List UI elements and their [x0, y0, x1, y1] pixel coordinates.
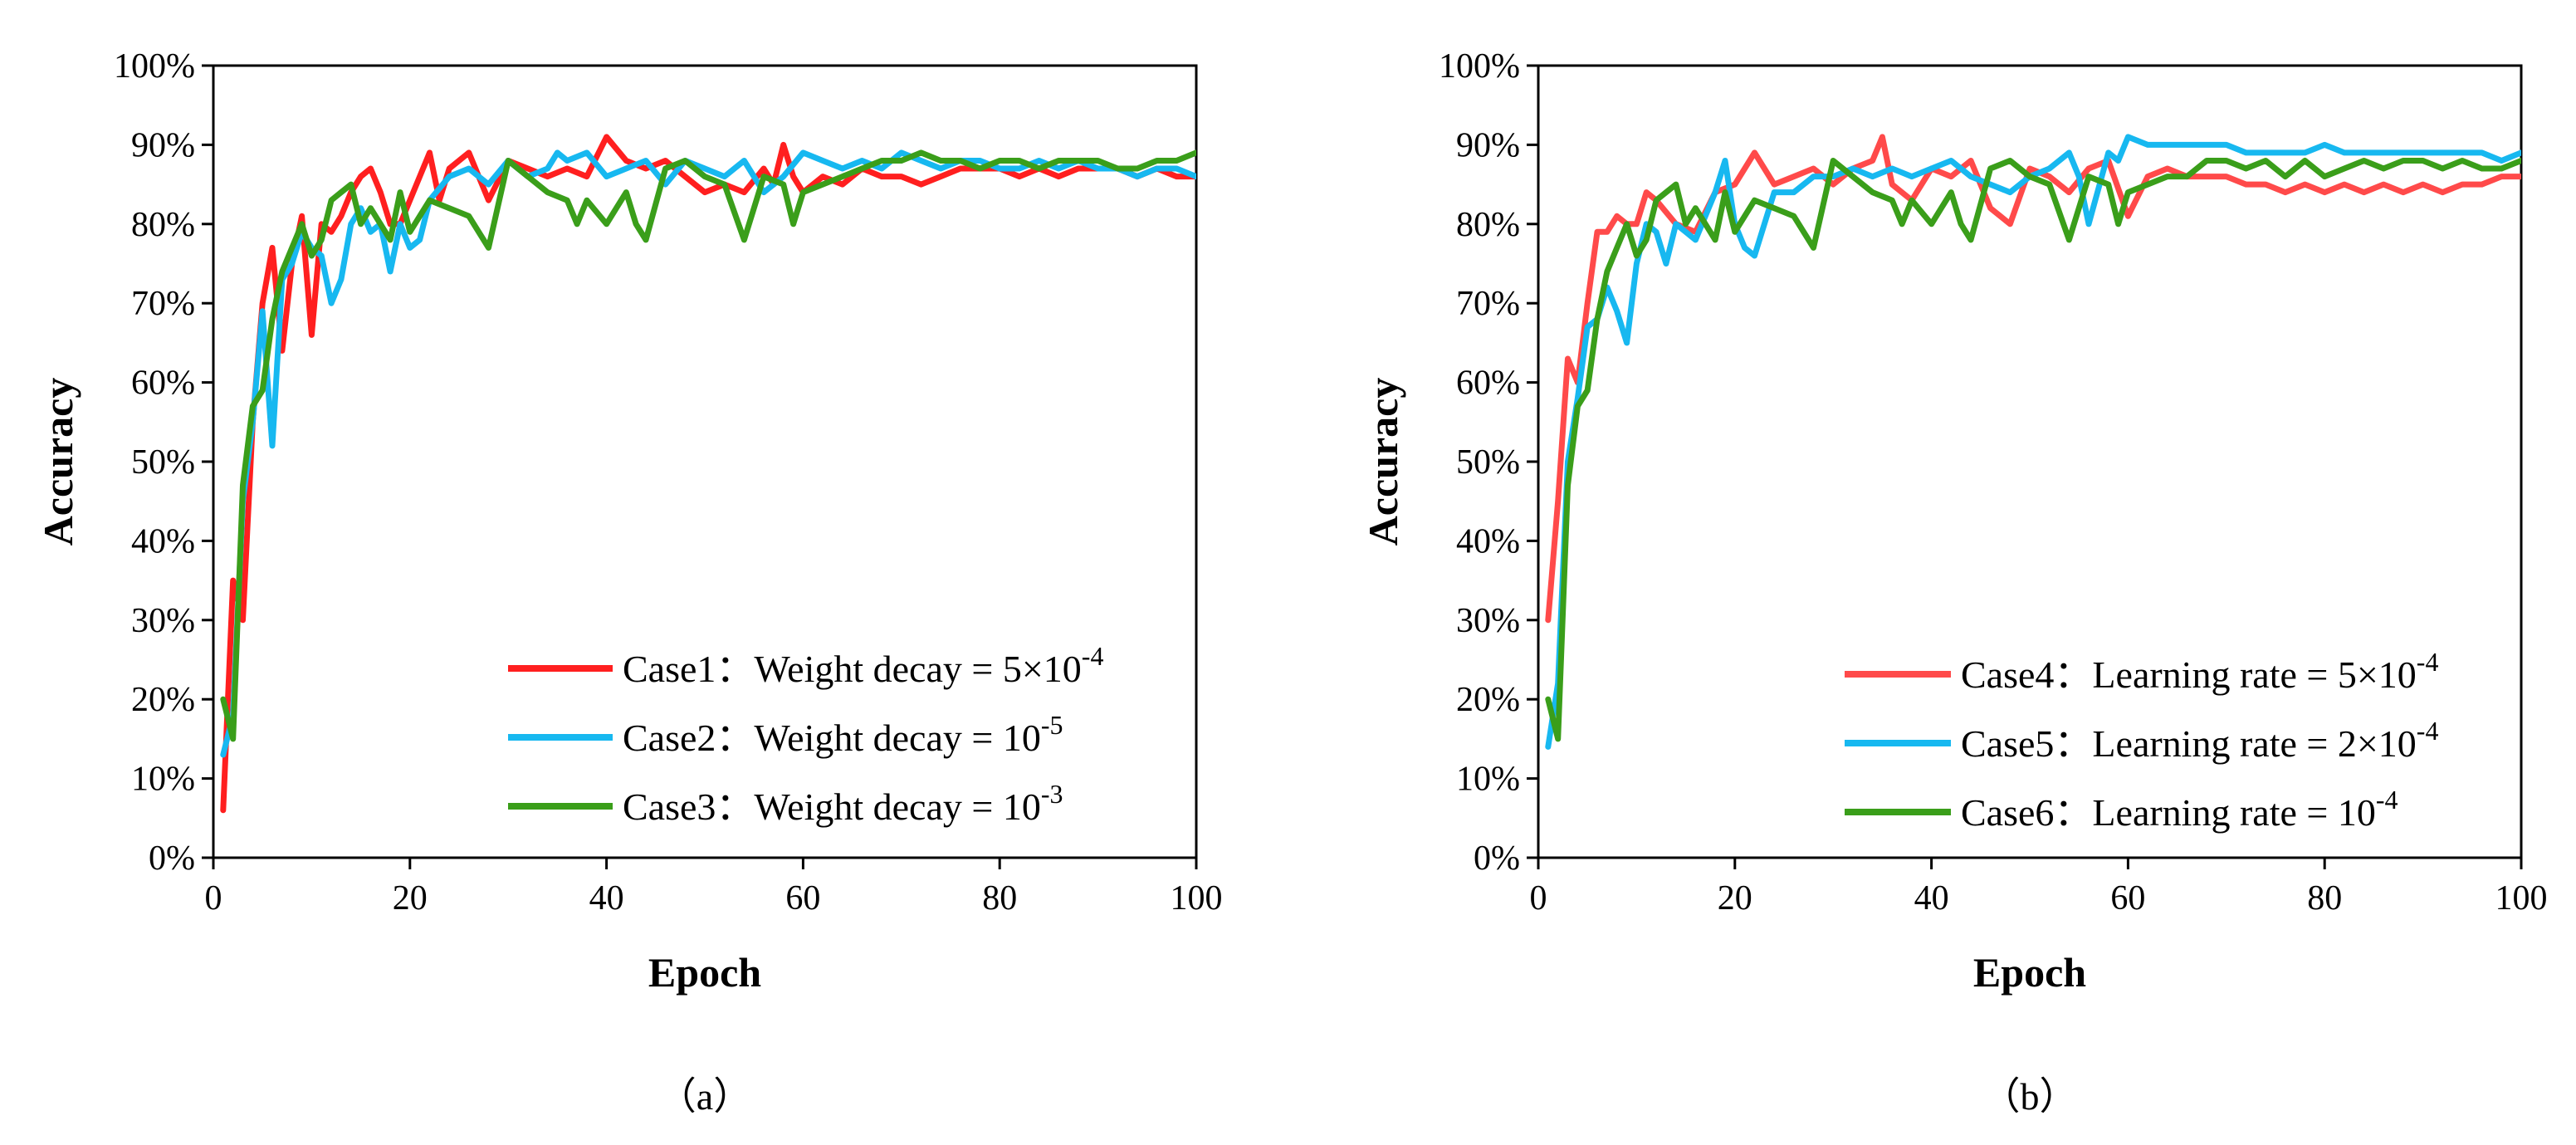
- legend-series-exponent: -3: [1041, 779, 1063, 809]
- series-line-case3: [220, 149, 1196, 742]
- legend-series-label: Weight decay = 5×10: [754, 648, 1081, 690]
- legend-entry-case6: Case6：Learning rate = 10-4: [1961, 785, 2398, 834]
- series-line-case6: [1545, 158, 2521, 742]
- y-tick-label: 10%: [1456, 761, 1520, 799]
- y-tick-label: 80%: [1456, 206, 1520, 244]
- series-line-case2: [220, 149, 1196, 758]
- legend-entry-case5: Case5：Learning rate = 2×10-4: [1961, 716, 2438, 765]
- y-tick-label: 40%: [1456, 522, 1520, 560]
- legend-separator: ：: [2054, 722, 2092, 765]
- series-line-case4: [1545, 134, 2521, 624]
- x-tick-label: 40: [1914, 879, 1949, 917]
- y-axis-title: Accuracy: [1360, 378, 1406, 546]
- legend-series-exponent: -4: [2376, 785, 2398, 815]
- chart-panel-a: 0% 10% 20% 30% 40% 50% 60% 70% 80% 90% 100% 0 20 40 60…: [35, 47, 1223, 1118]
- y-tick-label: 60%: [131, 365, 195, 403]
- y-tick-label: 70%: [1456, 285, 1520, 323]
- x-tick-label: 100: [2495, 879, 2548, 917]
- y-tick-label: 90%: [131, 126, 195, 164]
- legend-series-label: Learning rate = 10: [2092, 791, 2375, 834]
- y-tick-label: 0%: [149, 839, 195, 878]
- legend-series-name: Case6: [1961, 791, 2054, 834]
- legend-separator: ：: [2054, 791, 2092, 834]
- legend-series-exponent: -5: [1041, 710, 1063, 740]
- y-tick-label: 50%: [1456, 443, 1520, 482]
- legend-series-label: Weight decay = 10: [754, 717, 1040, 759]
- legend-series-exponent: -4: [2417, 716, 2439, 746]
- legend-entry-case3: Case3：Weight decay = 10-3: [623, 779, 1063, 828]
- y-tick-label: 60%: [1456, 365, 1520, 403]
- x-tick-label: 20: [1718, 879, 1752, 917]
- x-tick-label: 0: [1530, 879, 1547, 917]
- y-tick-label: 90%: [1456, 126, 1520, 164]
- legend-separator: ：: [716, 648, 754, 690]
- x-tick-label: 60: [2110, 879, 2145, 917]
- legend-series-name: Case3: [623, 785, 716, 828]
- x-tick-label: 60: [785, 879, 820, 917]
- y-tick-label: 100%: [1439, 47, 1520, 86]
- y-tick-label: 80%: [131, 206, 195, 244]
- legend-series-name: Case5: [1961, 722, 2054, 765]
- x-tick-label: 20: [393, 879, 428, 917]
- legend-separator: ：: [716, 785, 754, 828]
- y-tick-label: 10%: [131, 761, 195, 799]
- series-line-case5: [1545, 134, 2521, 750]
- legend-separator: ：: [716, 717, 754, 759]
- x-tick-label: 40: [589, 879, 624, 917]
- legend-series-exponent: -4: [2417, 647, 2439, 677]
- legend-series-label: Learning rate = 2×10: [2092, 722, 2416, 765]
- y-tick-label: 100%: [114, 47, 195, 86]
- legend-series-name: Case1: [623, 648, 716, 690]
- legend-entry-case1: Case1：Weight decay = 5×10-4: [623, 641, 1103, 690]
- legend-series-name: Case2: [623, 717, 716, 759]
- legend-entry-case2: Case2：Weight decay = 10-5: [623, 710, 1063, 759]
- y-tick-label: 0%: [1474, 839, 1520, 878]
- x-axis-title: Epoch: [648, 949, 761, 996]
- y-tick-label: 30%: [1456, 602, 1520, 640]
- y-axis-title: Accuracy: [35, 378, 81, 546]
- legend-separator: ：: [2054, 653, 2092, 696]
- x-axis-title: Epoch: [1973, 949, 2086, 996]
- y-tick-label: 50%: [131, 443, 195, 482]
- legend-series-label: Weight decay = 10: [754, 785, 1040, 828]
- legend-series-name: Case4: [1961, 653, 2054, 696]
- legend-series-exponent: -4: [1082, 641, 1104, 671]
- x-tick-label: 80: [2307, 879, 2342, 917]
- x-tick-label: 100: [1171, 879, 1223, 917]
- y-tick-label: 20%: [1456, 681, 1520, 719]
- y-tick-label: 70%: [131, 285, 195, 323]
- series-group: [1545, 134, 2521, 750]
- y-tick-label: 30%: [131, 602, 195, 640]
- chart-caption: （a）: [658, 1075, 751, 1118]
- legend: Case1：Weight decay = 5×10-4Case2：Weight …: [508, 641, 1103, 828]
- legend-series-label: Learning rate = 5×10: [2092, 653, 2416, 696]
- x-tick-label: 0: [205, 879, 222, 917]
- y-tick-label: 40%: [131, 522, 195, 560]
- chart-panel-b: 0% 10% 20% 30% 40% 50% 60% 70% 80% 90% 100% 0 20 40 60…: [1360, 47, 2548, 1118]
- y-tick-label: 20%: [131, 681, 195, 719]
- series-group: [220, 134, 1196, 814]
- chart-caption: （b）: [1982, 1075, 2078, 1118]
- legend-entry-case4: Case4：Learning rate = 5×10-4: [1961, 647, 2438, 696]
- legend: Case4：Learning rate = 5×10-4Case5：Learni…: [1845, 647, 2438, 834]
- x-tick-label: 80: [982, 879, 1017, 917]
